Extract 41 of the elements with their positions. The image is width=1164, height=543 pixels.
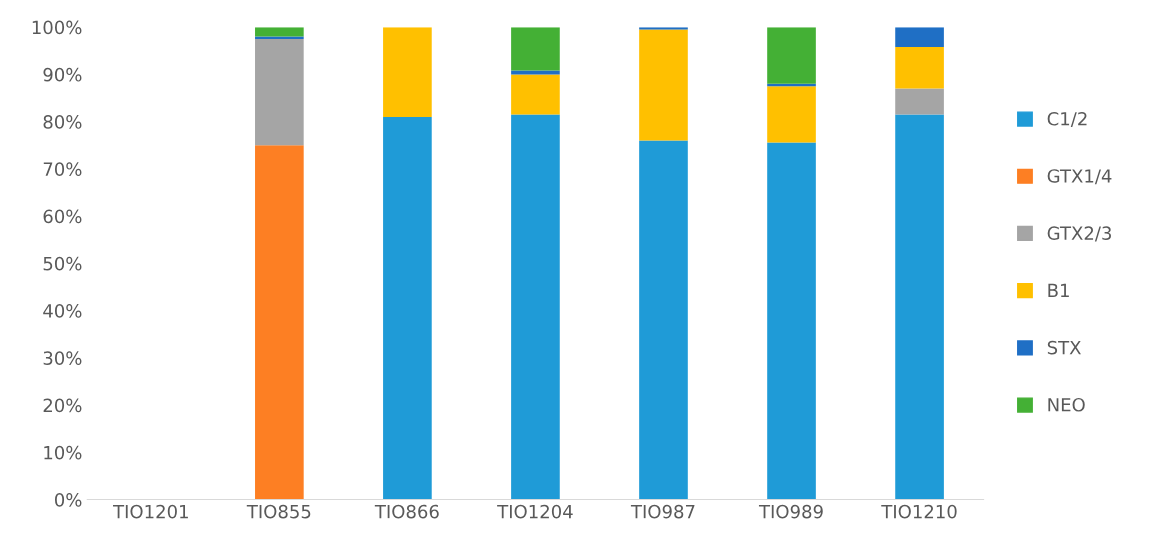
bar — [511, 27, 560, 71]
x-tick-label: TIO1204 — [497, 504, 573, 519]
x-tick-label: TIO855 — [246, 504, 311, 519]
bar — [767, 142, 816, 500]
y-tick-label: 10% — [44, 445, 82, 460]
y-tick-label: 90% — [43, 67, 82, 82]
x-tick-label: TIO989 — [758, 504, 823, 519]
y-tick-label: 20% — [43, 398, 82, 413]
legend-label: B1 — [1048, 283, 1069, 297]
y-tick-label: 100% — [32, 20, 82, 35]
bar — [895, 46, 944, 89]
bar — [255, 27, 304, 37]
x-tick-label: TIO1201 — [113, 504, 188, 519]
legend-label: GTX1/4 — [1047, 169, 1112, 185]
bar — [767, 27, 816, 84]
bar — [511, 114, 560, 500]
bar — [895, 27, 944, 47]
bar — [639, 29, 688, 141]
y-tick-label: 30% — [43, 351, 82, 365]
x-tick-label: TIO987 — [630, 504, 695, 519]
y-tick-label: 60% — [43, 209, 82, 224]
bar — [383, 27, 432, 117]
x-tick-label: TIO866 — [374, 504, 439, 519]
bar — [895, 114, 944, 500]
bar — [255, 38, 304, 146]
bar — [767, 86, 816, 143]
y-tick-label: 40% — [43, 304, 82, 318]
y-tick-label: 80% — [43, 115, 82, 129]
bar — [511, 74, 560, 115]
legend-label: NEO — [1048, 397, 1085, 412]
bar — [255, 145, 304, 500]
legend-label: GTX2/3 — [1047, 226, 1111, 242]
y-tick-label: 70% — [43, 162, 82, 176]
x-tick-label: TIO1210 — [881, 504, 957, 519]
y-tick-label: 50% — [43, 256, 82, 271]
legend-label: STX — [1047, 340, 1081, 355]
y-tick-label: 0% — [54, 493, 82, 507]
bar — [639, 140, 688, 500]
bar — [383, 116, 432, 500]
legend-label: C1/2 — [1047, 111, 1087, 128]
bar — [895, 88, 944, 115]
